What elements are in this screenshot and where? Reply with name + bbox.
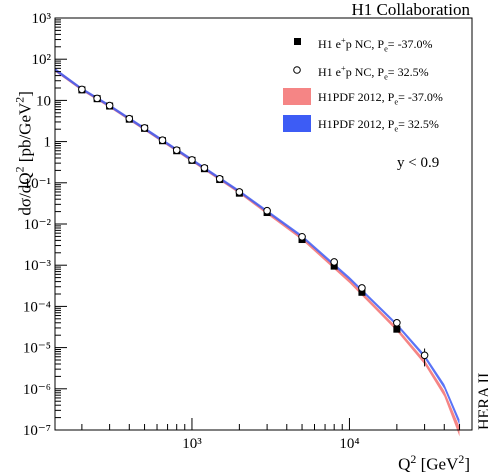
data-point-open (158, 136, 167, 145)
y-tick-label: 1 (44, 135, 52, 151)
data-point-open (298, 232, 306, 241)
data-point-open (393, 318, 401, 327)
legend-band-blue (283, 115, 311, 132)
legend-entry-open: H1 e+p NC, Pe= 32.5% (318, 64, 429, 82)
data-point-open (93, 94, 101, 103)
x-tick-label: 10³ (182, 436, 202, 452)
data-point-open (263, 206, 271, 215)
data-point-filled (358, 288, 366, 296)
data-point-open (358, 284, 366, 292)
legend-entry-band-red: H1PDF 2012, Pe= -37.0% (318, 90, 443, 107)
y-tick-label: 10⁻³ (24, 258, 52, 274)
data-point-open (105, 101, 114, 110)
data-point-filled (393, 325, 401, 333)
legend-entry-filled: H1 e+p NC, Pe= -37.0% (318, 36, 433, 54)
y-axis-label: dσ/dQ2 [pb/GeV2] (12, 91, 35, 216)
x-tick-label: 10⁴ (339, 436, 359, 452)
data-point-open (78, 85, 86, 94)
y-tick-label: 10 (36, 93, 51, 109)
y-tick-label: 10² (32, 52, 52, 68)
collaboration-title: H1 Collaboration (351, 0, 470, 19)
data-point-open (188, 156, 196, 164)
data-point-open (215, 175, 224, 183)
y-tick-label: 10⁻⁶ (23, 382, 51, 398)
data-point-open (172, 146, 181, 154)
y-tick-label: 10⁻⁷ (23, 423, 51, 439)
legend-band-red (283, 88, 311, 105)
data-point-open (200, 164, 209, 172)
y-tick-label: 10⁻⁵ (23, 341, 51, 357)
data-point-open (140, 124, 149, 132)
x-axis-label: Q2 [GeV2] (398, 452, 470, 474)
legend-marker-filled (294, 38, 301, 45)
hera-label: HERA II (476, 372, 488, 430)
data-point-open (420, 351, 429, 360)
data-point-filled (330, 262, 338, 270)
legend-entry-band-blue: H1PDF 2012, Pe= 32.5% (318, 117, 439, 134)
y-tick-label: 10³ (32, 11, 52, 27)
data-point-open (125, 114, 134, 123)
y-tick-label: 10⁻⁴ (23, 299, 51, 315)
y-tick-label: 10⁻¹ (24, 176, 51, 192)
data-point-open (235, 188, 244, 196)
y-tick-label: 10⁻² (24, 217, 52, 233)
legend-marker-open (293, 66, 301, 74)
kinematic-cut-annotation: y < 0.9 (397, 155, 440, 171)
data-point-open (330, 258, 338, 266)
